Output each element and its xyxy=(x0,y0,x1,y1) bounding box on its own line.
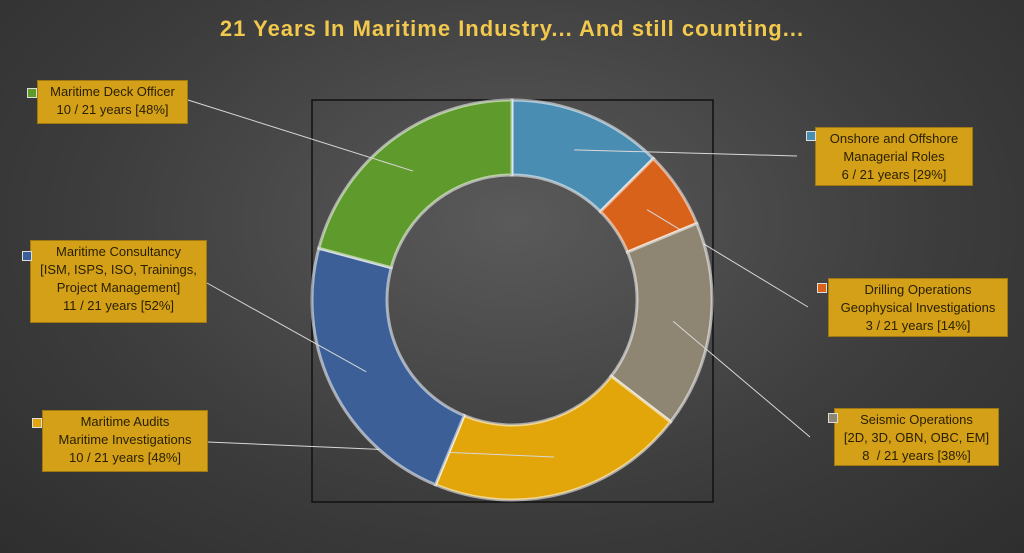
label-value: 8 / 21 years [38%] xyxy=(862,448,971,463)
legend-marker xyxy=(22,251,32,261)
legend-marker xyxy=(828,413,838,423)
label-name: Drilling Operations Geophysical Investig… xyxy=(840,282,996,315)
data-label: Maritime Audits Maritime Investigations 1… xyxy=(42,410,208,472)
donut-slice xyxy=(316,98,514,270)
data-label: Onshore and Offshore Managerial Roles 6 /… xyxy=(815,127,973,186)
chart-title: 21 Years In Maritime Industry... And sti… xyxy=(219,16,805,41)
data-label: Seismic Operations [2D, 3D, OBN, OBC, EM… xyxy=(834,408,999,466)
label-name: Onshore and Offshore Managerial Roles xyxy=(829,131,959,164)
label-value: 3 / 21 years [14%] xyxy=(865,318,971,333)
leader-line xyxy=(187,99,414,172)
legend-marker xyxy=(817,283,827,293)
label-name: Seismic Operations [2D, 3D, OBN, OBC, EM… xyxy=(843,412,990,445)
label-value: 11 / 21 years [52%] xyxy=(62,298,175,313)
data-label: Maritime Deck Officer 10 / 21 years [48%] xyxy=(37,80,188,124)
leader-line xyxy=(206,282,367,373)
legend-marker xyxy=(27,88,37,98)
legend-marker xyxy=(32,418,42,428)
legend-marker xyxy=(806,131,816,141)
donut-slice xyxy=(433,373,673,502)
label-value: 10 / 21 years [48%] xyxy=(56,102,169,117)
data-label: Maritime Consultancy [ISM, ISPS, ISO, Tr… xyxy=(30,240,207,323)
label-value: 6 / 21 years [29%] xyxy=(841,167,947,182)
leader-line xyxy=(646,209,809,308)
leader-line xyxy=(574,149,798,157)
label-value: 10 / 21 years [48%] xyxy=(68,450,181,465)
label-name: Maritime Consultancy [ISM, ISPS, ISO, Tr… xyxy=(40,244,197,295)
leader-line xyxy=(672,320,811,438)
data-label: Drilling Operations Geophysical Investig… xyxy=(828,278,1008,337)
label-name: Maritime Audits Maritime Investigations xyxy=(58,414,192,447)
label-name: Maritime Deck Officer xyxy=(50,84,175,99)
donut-slice xyxy=(310,246,467,487)
